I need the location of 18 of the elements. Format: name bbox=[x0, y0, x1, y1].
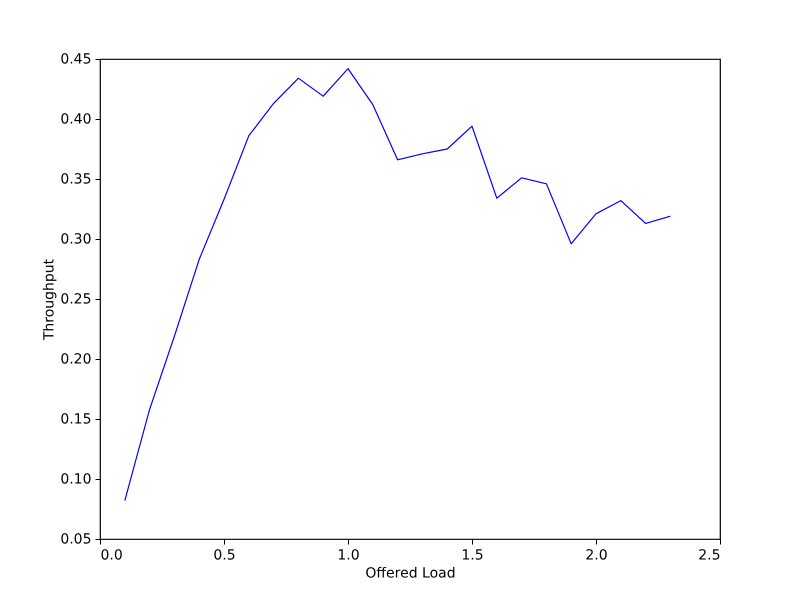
y-tick-label: 0.25 bbox=[60, 292, 92, 308]
x-tick-label: 2.5 bbox=[698, 548, 720, 564]
y-tick-label: 0.15 bbox=[60, 412, 92, 428]
x-tick-label: 0.0 bbox=[100, 548, 123, 564]
y-tick-label: 0.30 bbox=[60, 232, 92, 248]
y-tick-label: 0.10 bbox=[60, 472, 92, 488]
y-tick-label: 0.35 bbox=[60, 172, 92, 188]
y-axis-title: Throughput bbox=[41, 258, 58, 342]
x-tick-label: 1.0 bbox=[337, 548, 360, 564]
x-tick-label: 1.5 bbox=[461, 548, 484, 564]
y-tick-label: 0.05 bbox=[60, 532, 92, 548]
x-axis-title: Offered Load bbox=[365, 566, 456, 582]
x-tick-label: 0.5 bbox=[213, 548, 236, 564]
y-tick-label: 0.20 bbox=[60, 352, 92, 368]
x-tick-label: 2.0 bbox=[585, 548, 608, 564]
y-tick-label: 0.40 bbox=[60, 112, 92, 128]
y-tick-label: 0.45 bbox=[60, 52, 92, 68]
line-series bbox=[124, 68, 671, 502]
